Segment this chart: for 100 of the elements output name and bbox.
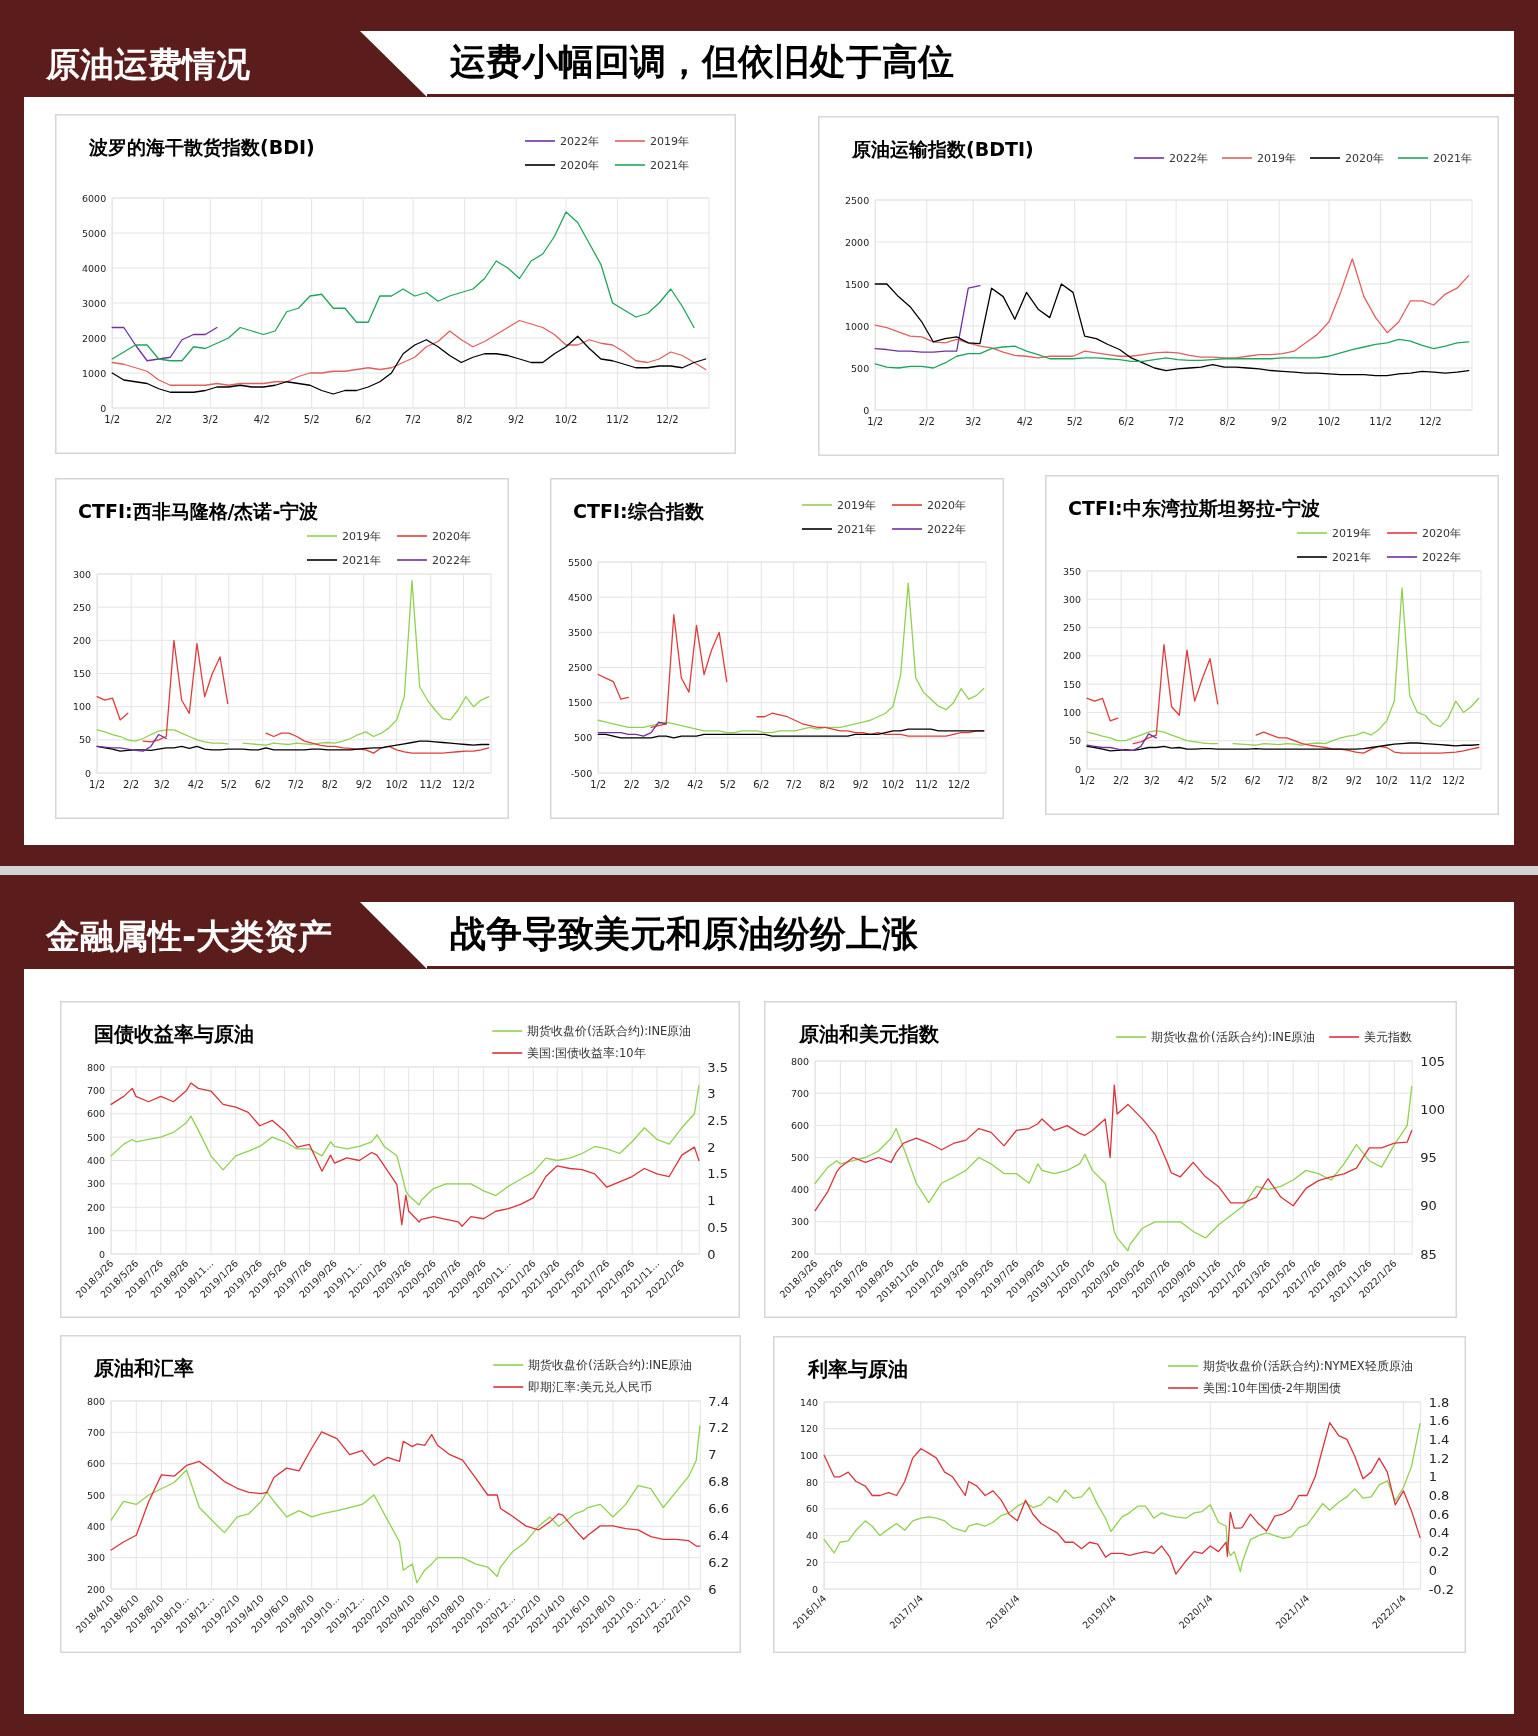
section-subtitle: 运费小幅回调，但依旧处于高位	[450, 41, 954, 82]
x-tick-label: 8/2	[456, 414, 473, 425]
x-tick-label: 12/2	[947, 779, 971, 790]
x-tick-label: 6/2	[1118, 416, 1135, 427]
y-tick-label: 350	[1063, 565, 1082, 577]
x-tick-label: 6/2	[753, 779, 770, 790]
y-tick-label: 60	[806, 1503, 819, 1515]
x-tick-label: 10/2	[1317, 416, 1341, 427]
y2-tick-label: 3.5	[707, 1059, 728, 1075]
legend-label: 期货收盘价(活跃合约):NYMEX轻质原油	[1203, 1359, 1413, 1373]
y-tick-label: 0	[85, 767, 92, 779]
y-tick-label: 200	[73, 634, 92, 646]
y2-tick-label: 1.4	[1428, 1431, 1450, 1447]
y2-tick-label: 105	[1420, 1053, 1445, 1069]
x-tick-label: 10/2	[385, 779, 408, 790]
y-tick-label: 200	[791, 1248, 810, 1260]
legend-label: 2022年	[1422, 551, 1461, 564]
legend-label: 2020年	[432, 530, 471, 543]
x-tick-label: 10/2	[1375, 775, 1398, 786]
x-tick-label: 6/2	[355, 414, 372, 425]
x-tick-label: 1/2	[867, 416, 884, 427]
y-tick-label: 300	[87, 1178, 106, 1190]
y2-tick-label: 6.2	[708, 1554, 729, 1570]
y-tick-label: 3000	[82, 297, 107, 309]
legend-label: 2022年	[1169, 152, 1208, 165]
title: 国债收益率与原油	[94, 1022, 254, 1046]
y2-tick-label: 100	[1420, 1101, 1445, 1117]
legend-label: 2021年	[342, 554, 381, 567]
x-tick-label: 4/2	[1016, 416, 1033, 427]
x-tick-label: 10/2	[554, 414, 578, 425]
x-tick-label: 10/2	[881, 779, 905, 790]
section-title: 原油运费情况	[46, 44, 250, 84]
y-tick-label: 2000	[82, 332, 107, 344]
x-tick-label: 9/2	[508, 414, 525, 425]
y-tick-label: 400	[791, 1184, 810, 1196]
y-tick-label: 200	[87, 1201, 106, 1213]
legend-label: 2021年	[837, 523, 876, 536]
y-tick-label: 300	[791, 1216, 810, 1228]
y-tick-label: 200	[87, 1583, 106, 1595]
y-tick-label: 400	[87, 1155, 106, 1166]
y2-tick-label: 0.4	[1428, 1525, 1450, 1541]
y-tick-label: 200	[1063, 650, 1082, 662]
y-tick-label: 120	[800, 1423, 819, 1435]
y2-tick-label: 2	[707, 1139, 716, 1155]
legend-label: 美国:国债收益率:10年	[527, 1046, 646, 1060]
title: CTFI:中东湾拉斯坦努拉-宁波	[1068, 497, 1321, 519]
y2-tick-label: 1.8	[1428, 1394, 1450, 1410]
y2-tick-label: 3	[707, 1086, 716, 1102]
y-tick-label: 5000	[82, 227, 107, 239]
x-tick-label: 8/2	[819, 779, 836, 790]
y-tick-label: 600	[87, 1458, 106, 1470]
legend-label: 2022年	[560, 135, 599, 148]
x-tick-label: 7/2	[287, 779, 304, 790]
x-tick-label: 4/2	[1177, 775, 1194, 786]
title: 原油和美元指数	[799, 1022, 939, 1046]
x-tick-label: 11/2	[915, 779, 938, 790]
section-title: 金融属性-大类资产	[46, 916, 333, 956]
x-tick-label: 7/2	[405, 414, 422, 425]
y2-tick-label: 0.5	[707, 1219, 728, 1235]
legend-label: 即期汇率:美元兑人民币	[528, 1380, 653, 1394]
legend-label: 美元指数	[1364, 1030, 1413, 1044]
x-tick-label: 5/2	[719, 779, 736, 790]
x-tick-label: 3/2	[153, 779, 170, 790]
legend-label: 2019年	[837, 499, 876, 512]
y-tick-label: 6000	[82, 192, 107, 204]
y-tick-label: 2500	[845, 194, 870, 206]
y2-tick-label: 6.4	[708, 1527, 729, 1543]
y2-tick-label: 95	[1420, 1150, 1437, 1165]
x-tick-label: 11/2	[1409, 775, 1432, 786]
legend-label: 2022年	[927, 523, 966, 536]
y-tick-label: 1000	[845, 320, 870, 332]
y2-tick-label: 0.2	[1428, 1544, 1450, 1560]
x-tick-label: 12/2	[656, 414, 679, 425]
x-tick-label: 9/2	[852, 779, 869, 790]
y2-tick-label: 6.6	[708, 1500, 729, 1516]
y-tick-label: 0	[812, 1583, 819, 1595]
title: 原油和汇率	[94, 1356, 194, 1380]
y-tick-label: 600	[87, 1108, 106, 1120]
x-tick-label: 1/2	[89, 779, 106, 790]
y-tick-label: 100	[800, 1449, 819, 1461]
y-tick-label: 5500	[568, 556, 593, 568]
legend-label: 美国:10年国债-2年期国债	[1203, 1381, 1342, 1395]
y-tick-label: 4500	[568, 591, 593, 603]
x-tick-label: 5/2	[1210, 775, 1227, 786]
y2-tick-label: 6.8	[708, 1474, 729, 1490]
y-tick-label: 2500	[568, 662, 593, 673]
y2-tick-label: 0.6	[1428, 1506, 1450, 1522]
x-tick-label: 12/2	[1419, 416, 1442, 427]
x-tick-label: 4/2	[253, 414, 270, 425]
title: 原油运输指数(BDTI)	[852, 138, 1034, 160]
y-tick-label: 20	[806, 1556, 819, 1568]
y-tick-label: 300	[87, 1552, 106, 1564]
y-tick-label: 250	[73, 601, 92, 613]
y-tick-label: 140	[800, 1396, 819, 1408]
x-tick-label: 1/2	[1079, 775, 1096, 786]
y-tick-label: 100	[73, 701, 92, 713]
x-tick-label: 11/2	[606, 414, 629, 425]
legend-label: 2019年	[342, 530, 381, 543]
x-tick-label: 5/2	[303, 414, 320, 425]
x-tick-label: 11/2	[1369, 416, 1392, 427]
